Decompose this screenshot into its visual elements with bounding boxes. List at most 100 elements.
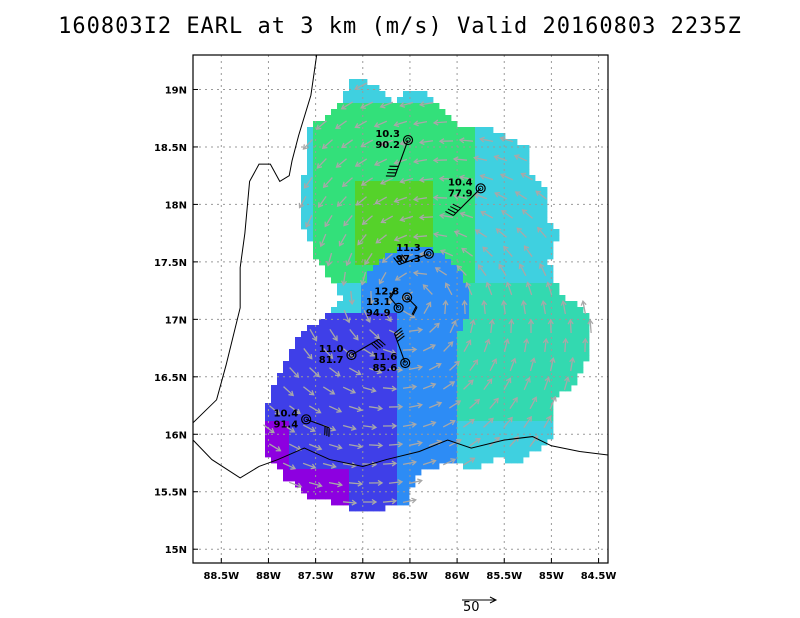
wind-cell: [343, 367, 350, 374]
wind-vector-head: [521, 209, 528, 215]
wind-cell: [445, 115, 452, 122]
wind-cell: [355, 85, 362, 92]
wind-cell: [571, 301, 578, 308]
wind-cell: [505, 319, 512, 326]
wind-cell: [439, 433, 446, 440]
wind-cell: [433, 277, 440, 284]
wind-cell: [373, 451, 380, 458]
wind-cell: [307, 439, 314, 446]
wind-vector: [543, 416, 551, 429]
wind-cell: [349, 79, 356, 86]
wind-cell: [517, 331, 524, 338]
wind-cell: [355, 319, 362, 326]
wind-cell: [463, 229, 470, 236]
wind-vector-head: [587, 318, 594, 325]
wind-cell: [529, 427, 536, 434]
wind-cell: [529, 325, 536, 332]
wind-cell: [535, 373, 542, 380]
wind-cell: [325, 415, 332, 422]
wind-cell: [373, 169, 380, 176]
wind-cell: [319, 229, 326, 236]
wind-cell: [355, 487, 362, 494]
wind-cell: [409, 385, 416, 392]
wind-vector-head: [371, 423, 378, 431]
wind-vector: [356, 196, 367, 206]
wind-cell: [511, 289, 518, 296]
wind-vector: [342, 177, 353, 187]
wind-cell: [361, 475, 368, 482]
wind-cell: [547, 271, 554, 278]
wind-cell: [319, 169, 326, 176]
wind-cell: [337, 127, 344, 134]
wind-cell: [409, 133, 416, 140]
wind-vector: [282, 424, 295, 433]
wind-cell: [541, 241, 548, 248]
wind-cell: [565, 379, 572, 386]
wind-cell: [385, 175, 392, 182]
wind-cell: [445, 145, 452, 152]
wind-vector-head: [290, 464, 297, 470]
wind-cell: [331, 343, 338, 350]
wind-cell: [565, 361, 572, 368]
wind-cell: [301, 217, 308, 224]
wind-vector-head: [465, 339, 472, 346]
wind-cell: [367, 115, 374, 122]
wind-vector: [288, 405, 301, 414]
wind-cell: [475, 289, 482, 296]
wind-cell: [499, 223, 506, 230]
wind-cell: [505, 277, 512, 284]
wind-cell: [307, 469, 314, 476]
wind-cell: [445, 247, 452, 254]
wind-cell: [355, 175, 362, 182]
wind-cell: [421, 403, 428, 410]
wind-vector: [562, 301, 566, 315]
wind-cell: [367, 301, 374, 308]
wind-cell: [535, 307, 542, 314]
wind-cell: [481, 163, 488, 170]
wind-cell: [517, 241, 524, 248]
wind-cell: [499, 211, 506, 218]
wind-cell: [367, 325, 374, 332]
wind-cell: [301, 391, 308, 398]
wind-cell: [487, 307, 494, 314]
wind-cell: [487, 265, 494, 272]
wind-cell: [307, 445, 314, 452]
wind-cell: [535, 361, 542, 368]
y-tick-label: 19N: [165, 85, 187, 96]
wind-cell: [343, 253, 350, 260]
wind-cell: [457, 325, 464, 332]
wind-cell: [511, 385, 518, 392]
wind-cell: [349, 493, 356, 500]
wind-cell: [541, 259, 548, 266]
observation-station: 10.477.9: [445, 177, 486, 217]
wind-cell: [361, 259, 368, 266]
station-ring-inner: [395, 305, 402, 311]
wind-cell: [373, 373, 380, 380]
wind-cell: [463, 397, 470, 404]
wind-cell: [325, 337, 332, 344]
wind-cell: [277, 409, 284, 416]
wind-cell: [349, 115, 356, 122]
wind-cell: [481, 205, 488, 212]
wind-cell: [325, 181, 332, 188]
wind-cell: [445, 409, 452, 416]
wind-cell: [457, 319, 464, 326]
wind-cell: [361, 235, 368, 242]
wind-cell: [463, 433, 470, 440]
wind-cell: [319, 163, 326, 170]
wind-cell: [535, 355, 542, 362]
wind-cell: [313, 193, 320, 200]
wind-cell: [457, 253, 464, 260]
wind-cell: [355, 295, 362, 302]
wind-cell: [355, 223, 362, 230]
wind-cell: [385, 223, 392, 230]
wind-cell: [427, 451, 434, 458]
wind-vector-head: [430, 344, 436, 350]
wind-cell: [493, 169, 500, 176]
wind-cell: [391, 481, 398, 488]
wind-cell: [355, 421, 362, 428]
wind-cell: [379, 397, 386, 404]
wind-cell: [451, 151, 458, 158]
wind-cell: [481, 355, 488, 362]
wind-vector: [496, 228, 507, 238]
